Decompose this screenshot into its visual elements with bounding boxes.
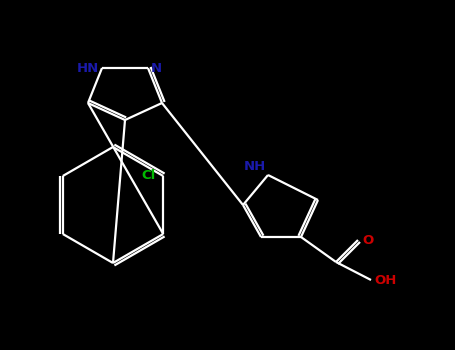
Text: N: N xyxy=(151,62,162,75)
Text: NH: NH xyxy=(244,160,266,173)
Text: O: O xyxy=(362,233,373,246)
Text: Cl: Cl xyxy=(141,169,155,182)
Text: HN: HN xyxy=(77,62,99,75)
Text: OH: OH xyxy=(374,273,396,287)
